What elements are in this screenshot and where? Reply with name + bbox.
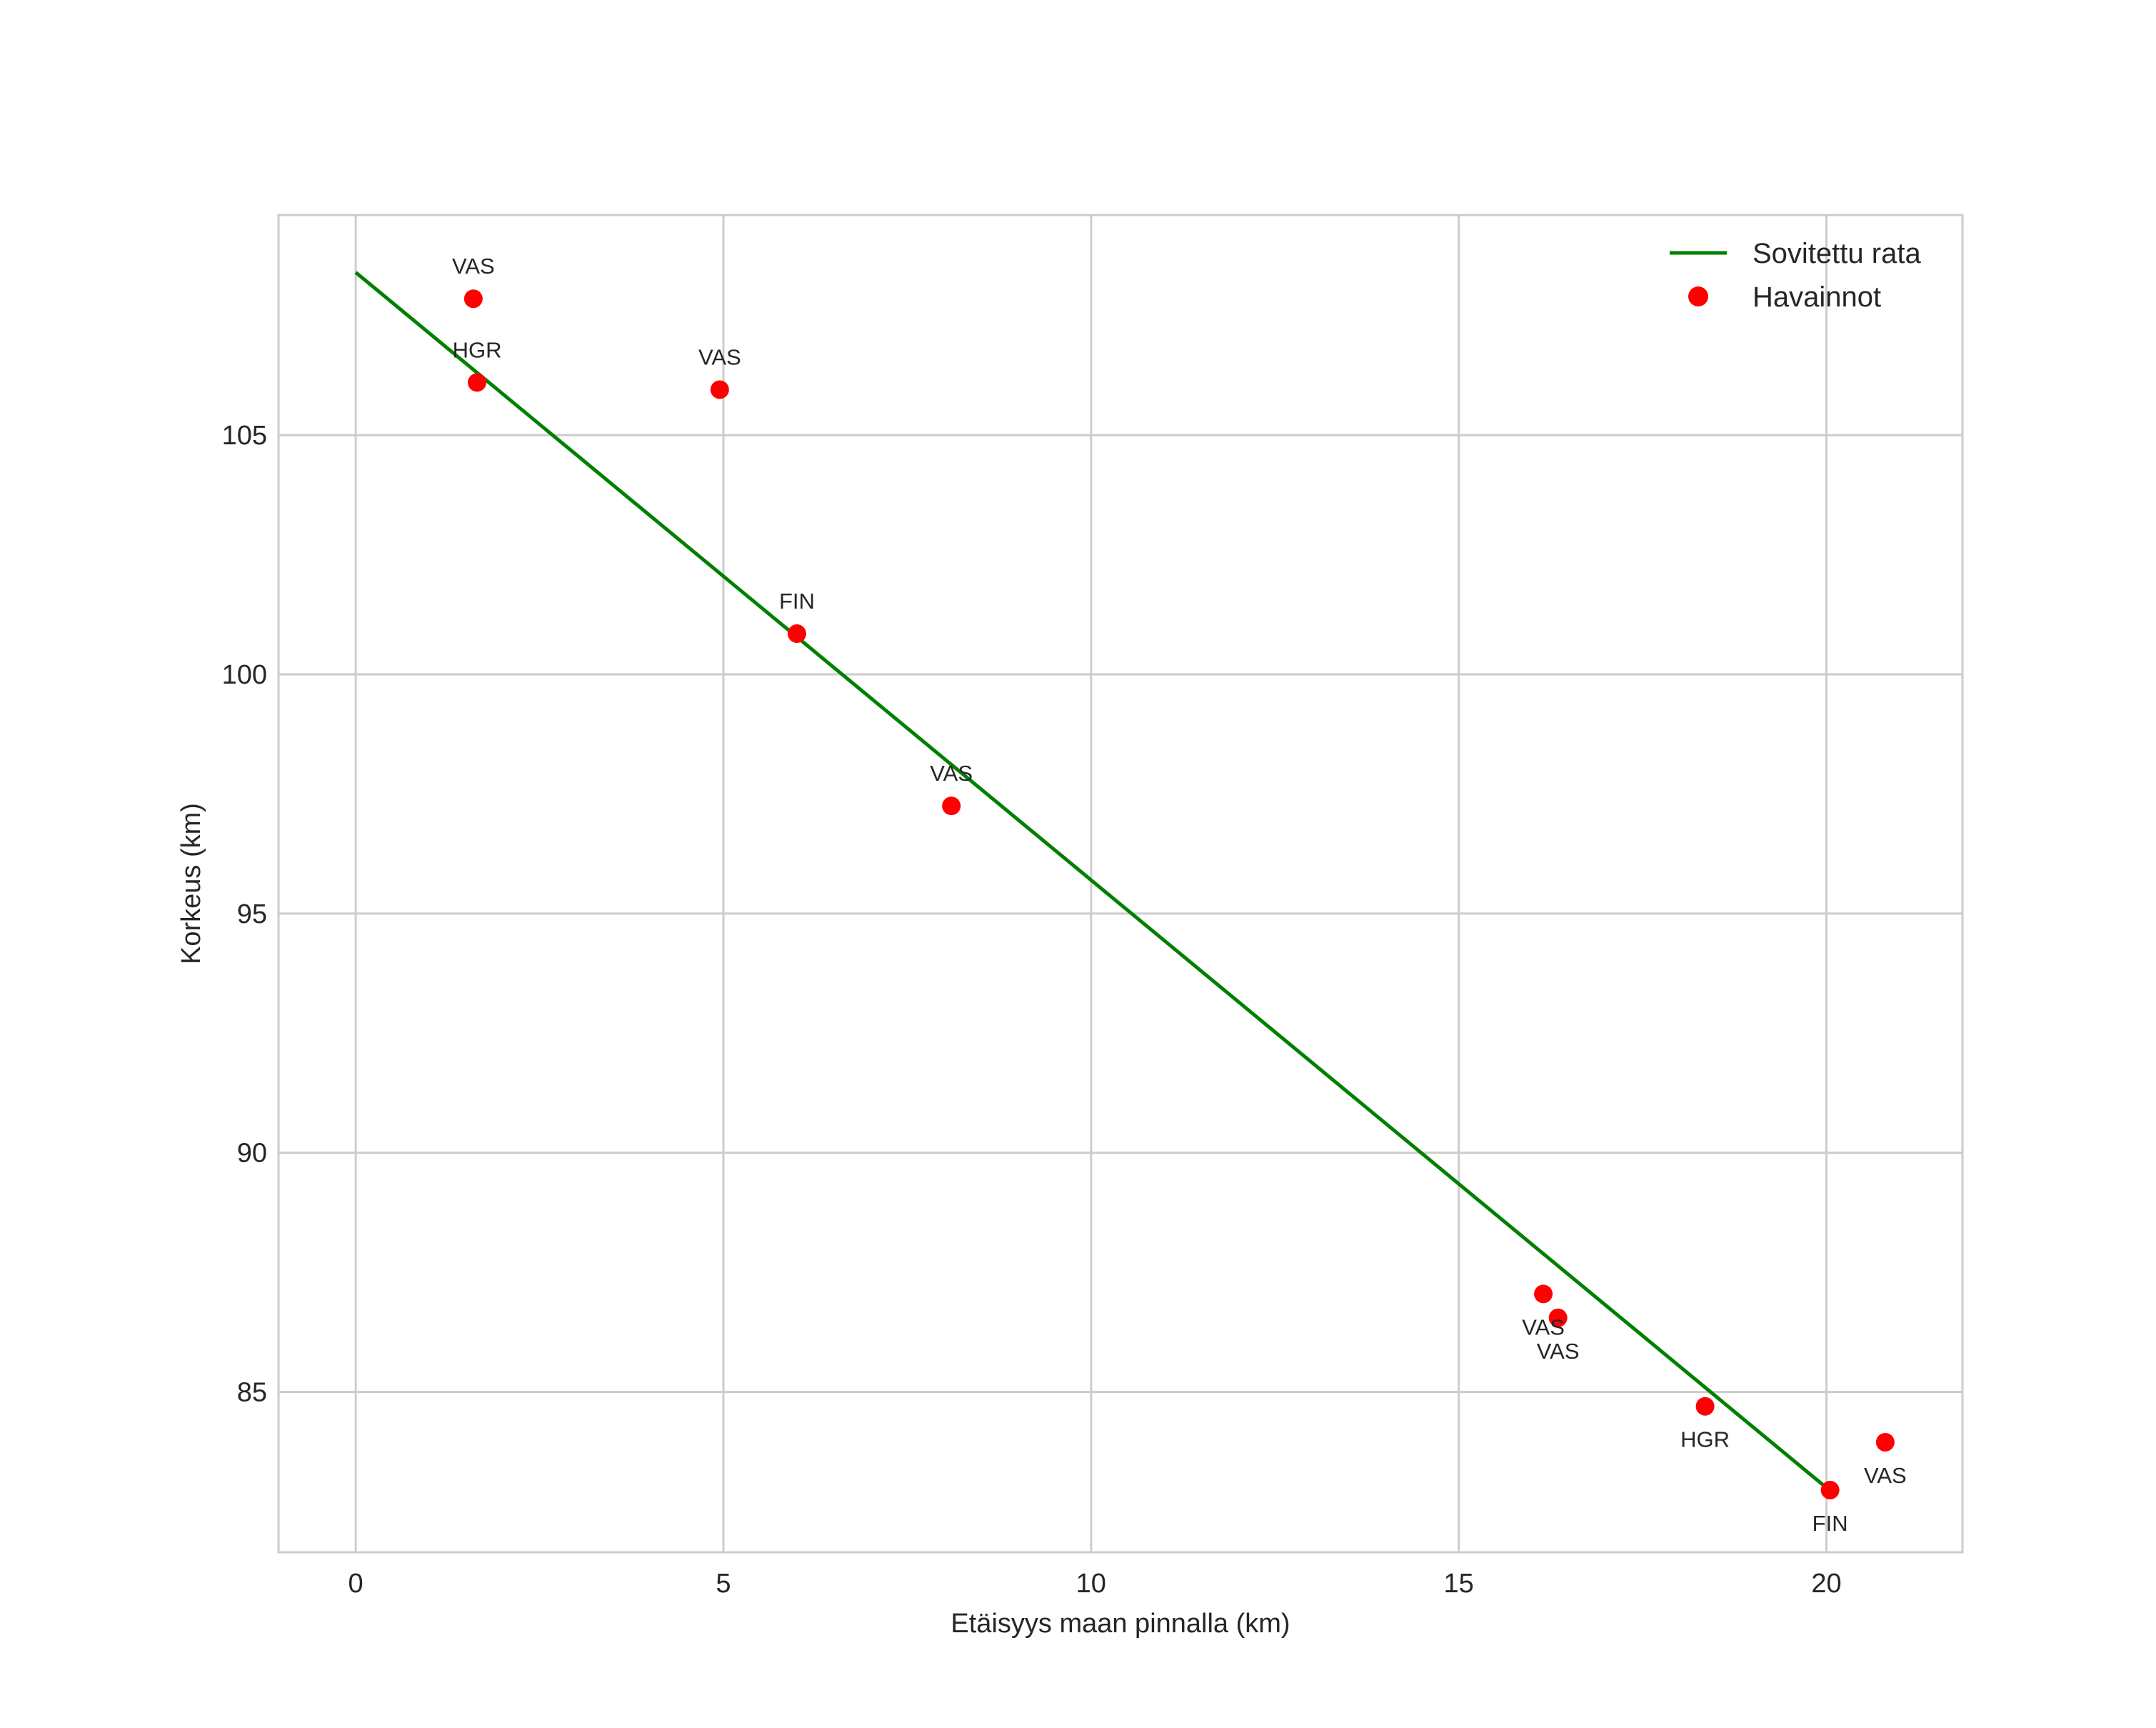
observation-point <box>710 380 729 399</box>
observation-point <box>463 289 483 309</box>
series-layer <box>354 271 1895 1499</box>
observation-point <box>1695 1397 1715 1416</box>
y-tick-label: 100 <box>222 660 267 690</box>
observation-label: VAS <box>1537 1339 1580 1364</box>
observation-point <box>942 796 961 816</box>
x-tick-label: 15 <box>1444 1569 1474 1599</box>
observation-label: VAS <box>930 761 973 786</box>
observation-point <box>1875 1432 1895 1452</box>
observation-label: FIN <box>1812 1511 1848 1536</box>
observation-label: VAS <box>698 344 741 369</box>
observation-point <box>1534 1284 1553 1304</box>
legend-marker-swatch <box>1688 286 1708 306</box>
x-tick-label: 5 <box>716 1569 731 1599</box>
observation-label: VAS <box>1522 1314 1565 1339</box>
fitted-trajectory-line <box>354 271 1828 1489</box>
legend: Sovitettu rata Havainnot <box>1670 238 1921 313</box>
legend-label-observations: Havainnot <box>1753 281 1881 313</box>
x-axis-label: Etäisyys maan pinnalla (km) <box>951 1609 1290 1639</box>
observation-point <box>1820 1480 1840 1499</box>
legend-label-fit: Sovitettu rata <box>1753 238 1921 269</box>
observation-label: VAS <box>1864 1463 1907 1488</box>
observation-point <box>1548 1308 1568 1327</box>
x-tick-labels: 0 5 10 15 20 <box>349 1569 1842 1599</box>
observation-point <box>468 373 487 392</box>
y-tick-labels: 85 90 95 100 105 <box>222 421 267 1408</box>
y-tick-label: 105 <box>222 421 267 451</box>
y-tick-label: 85 <box>237 1378 267 1408</box>
y-tick-label: 90 <box>237 1139 267 1169</box>
grid <box>279 215 1962 1552</box>
x-tick-label: 10 <box>1076 1569 1106 1599</box>
y-tick-label: 95 <box>237 899 267 929</box>
observation-label: HGR <box>453 337 502 362</box>
observation-point <box>787 624 806 644</box>
y-axis-label: Korkeus (km) <box>176 803 206 964</box>
x-tick-label: 20 <box>1811 1569 1841 1599</box>
observation-label: FIN <box>779 589 815 614</box>
x-tick-label: 0 <box>349 1569 363 1599</box>
plot-frame <box>277 214 1964 1554</box>
observation-label: VAS <box>452 254 495 279</box>
observation-label: HGR <box>1680 1427 1730 1452</box>
